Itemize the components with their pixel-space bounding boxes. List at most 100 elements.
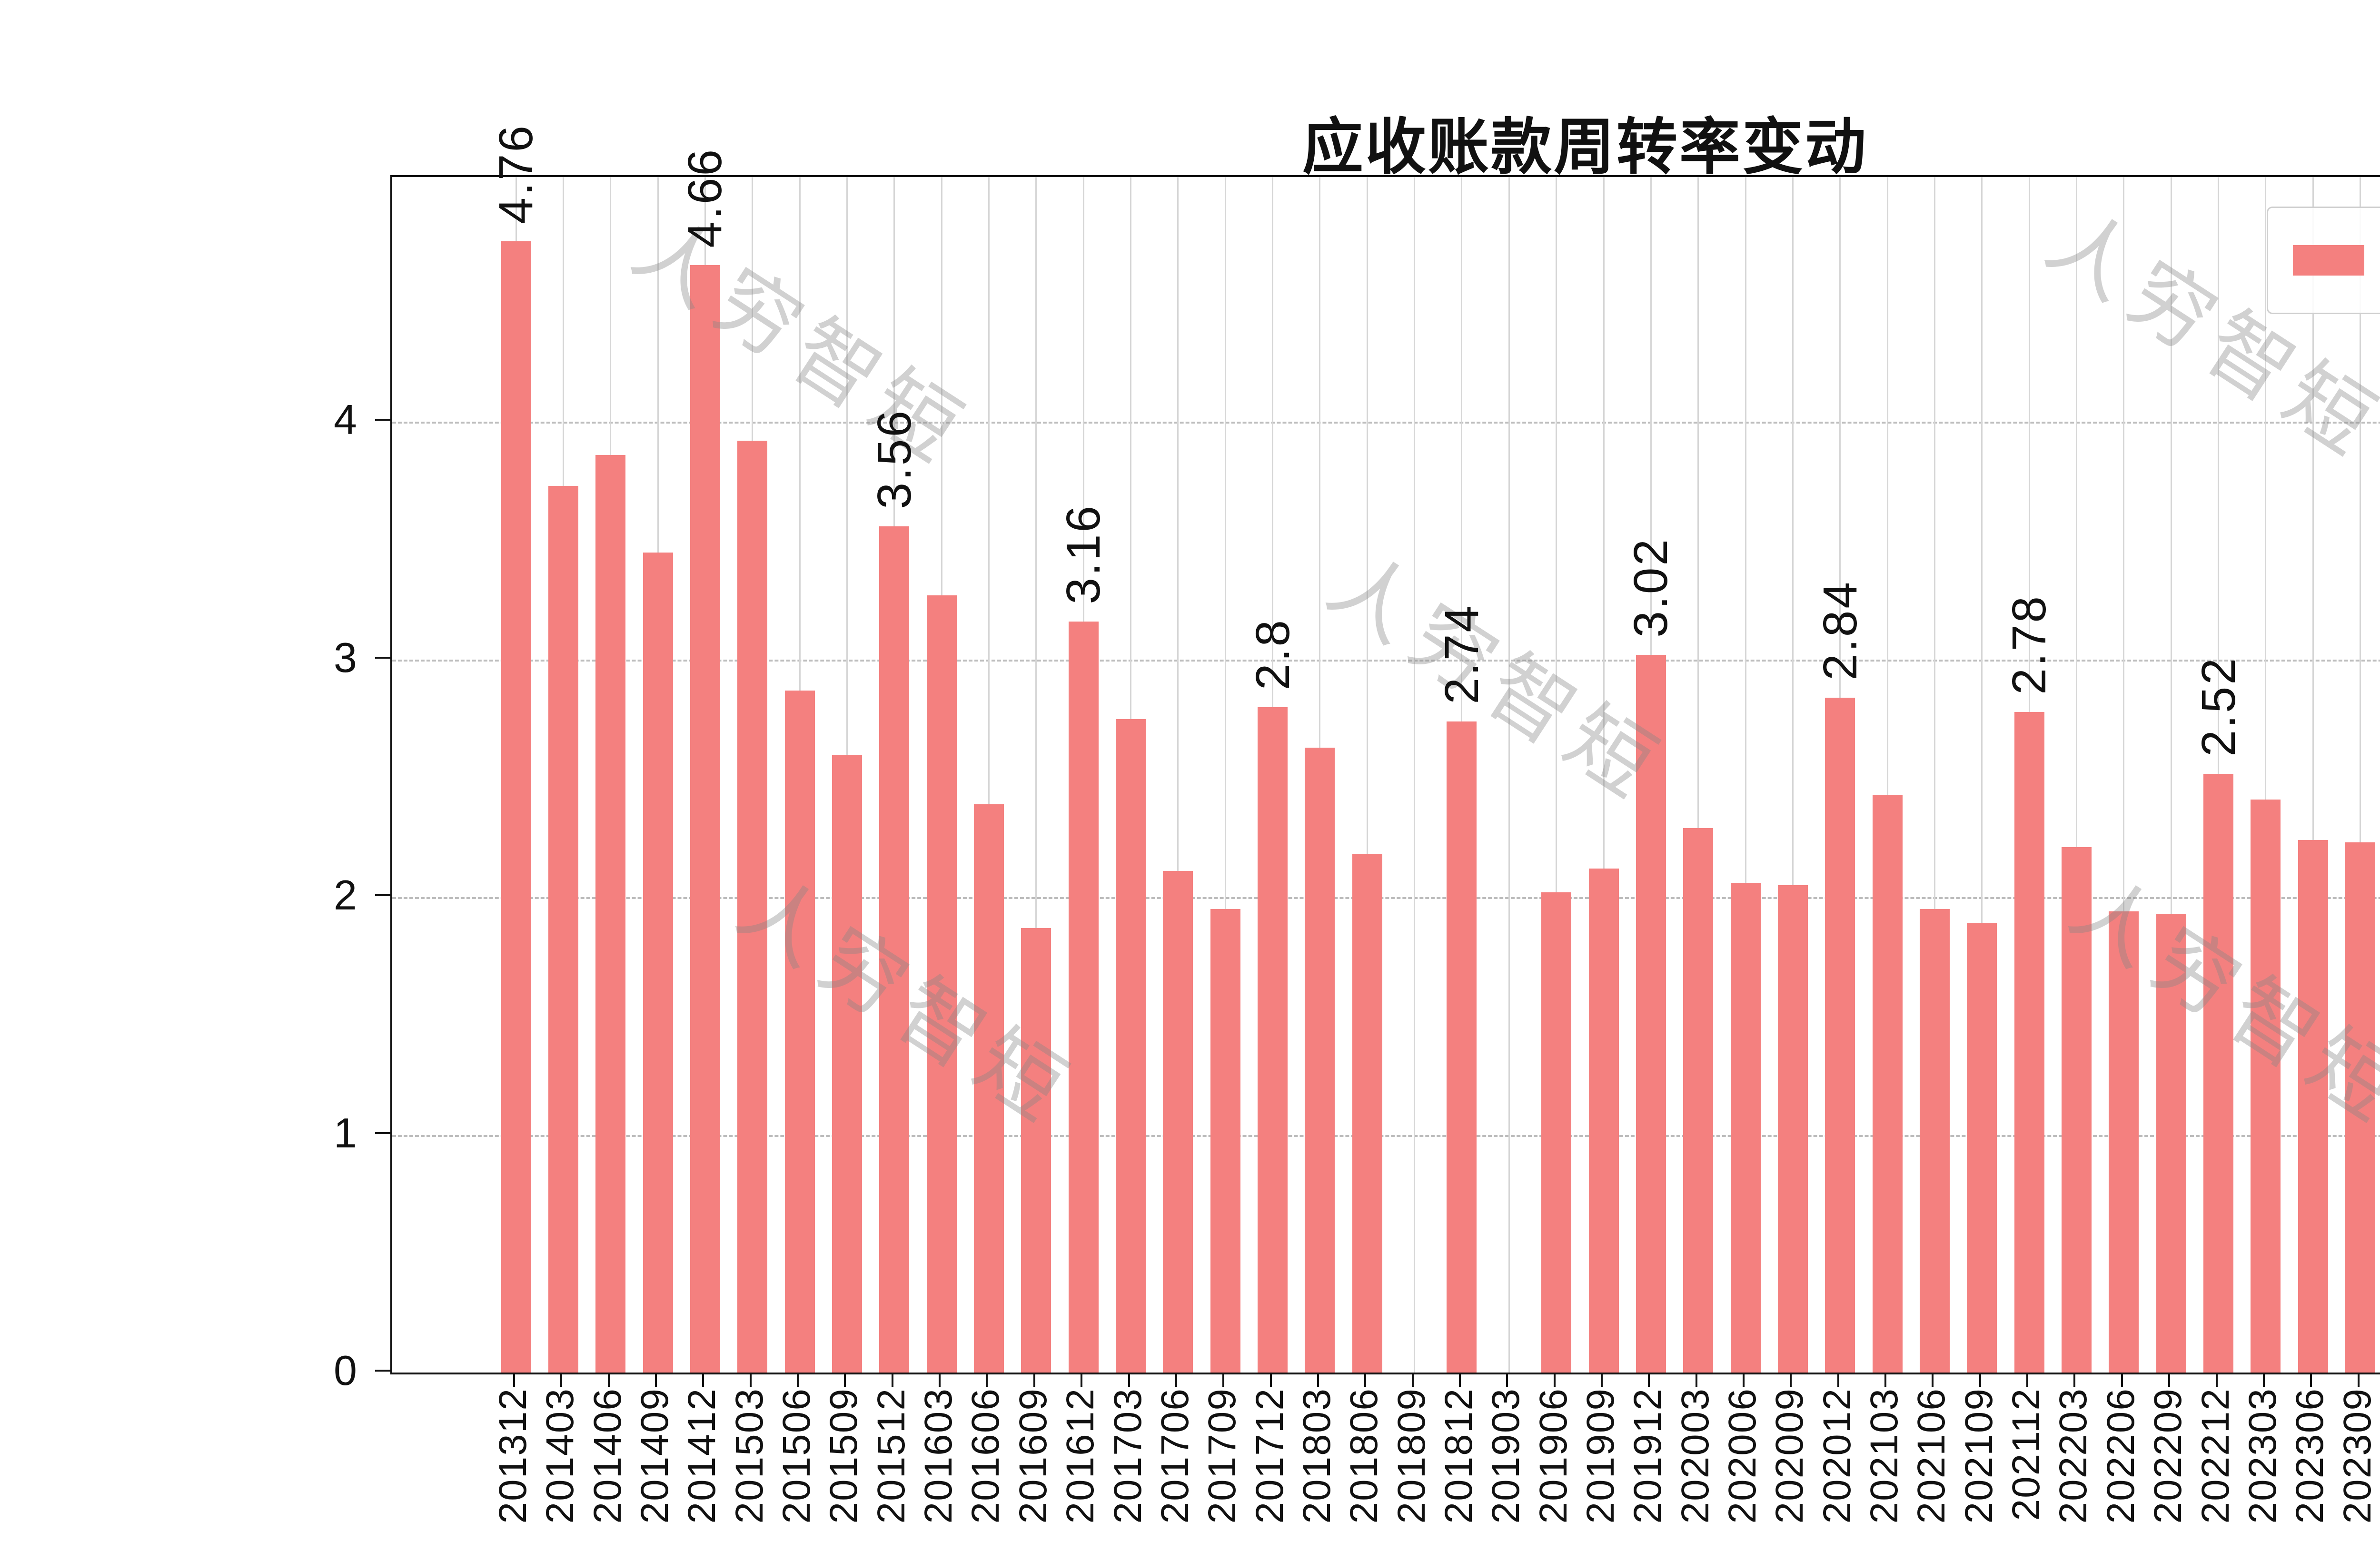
x-tick-label: 201703 bbox=[1106, 1388, 1150, 1524]
x-tick-mark bbox=[513, 1373, 515, 1387]
y-tick-mark bbox=[375, 1370, 390, 1372]
bar bbox=[1210, 909, 1240, 1373]
x-tick-label: 201903 bbox=[1484, 1388, 1528, 1524]
x-tick-label: 202203 bbox=[2052, 1388, 2095, 1524]
x-tick-mark bbox=[2357, 1373, 2360, 1387]
x-tick-label: 202006 bbox=[1721, 1388, 1765, 1524]
gridline-vertical bbox=[2123, 177, 2125, 1373]
bar bbox=[1919, 909, 1950, 1373]
bar-value-label: 3.16 bbox=[1057, 504, 1111, 604]
bar-value-label: 2.52 bbox=[2192, 656, 2245, 757]
x-tick-mark bbox=[1128, 1373, 1130, 1387]
bar bbox=[737, 441, 768, 1373]
x-tick-mark bbox=[1932, 1373, 1934, 1387]
x-tick-label: 201912 bbox=[1626, 1388, 1670, 1524]
gridline-vertical bbox=[1508, 177, 1510, 1373]
x-tick-mark bbox=[749, 1373, 752, 1387]
x-tick-label: 202009 bbox=[1768, 1388, 1812, 1524]
x-tick-label: 201712 bbox=[1248, 1388, 1291, 1524]
gridline-vertical bbox=[1886, 177, 1888, 1373]
x-tick-label: 201503 bbox=[727, 1388, 771, 1524]
bar-value-label: 2.8 bbox=[1246, 618, 1299, 690]
bar bbox=[1825, 697, 1855, 1373]
bar bbox=[1021, 928, 1051, 1373]
x-tick-mark bbox=[1175, 1373, 1177, 1387]
x-tick-mark bbox=[2168, 1373, 2171, 1387]
x-tick-label: 202212 bbox=[2193, 1388, 2237, 1524]
gridline-vertical bbox=[988, 177, 990, 1373]
x-tick-label: 202206 bbox=[2099, 1388, 2142, 1524]
bar bbox=[2203, 773, 2234, 1373]
gridline-vertical bbox=[2360, 177, 2361, 1373]
bar-value-label: 2.78 bbox=[2003, 594, 2056, 695]
y-tick-label: 2 bbox=[334, 871, 357, 919]
x-tick-mark bbox=[1411, 1373, 1414, 1387]
bar-value-label: 2.74 bbox=[1435, 604, 1488, 704]
x-tick-label: 201812 bbox=[1437, 1388, 1480, 1524]
gridline-vertical bbox=[1366, 177, 1368, 1373]
bar bbox=[1967, 923, 1997, 1373]
x-tick-label: 202012 bbox=[1815, 1388, 1859, 1524]
x-tick-mark bbox=[1364, 1373, 1367, 1387]
x-tick-mark bbox=[1648, 1373, 1650, 1387]
y-tick-mark bbox=[375, 656, 390, 659]
bar bbox=[1636, 654, 1666, 1373]
bar bbox=[2061, 847, 2092, 1373]
x-tick-mark bbox=[986, 1373, 988, 1387]
x-tick-label: 201909 bbox=[1579, 1388, 1622, 1524]
y-tick-mark bbox=[375, 1132, 390, 1134]
x-tick-label: 201412 bbox=[680, 1388, 724, 1524]
bar bbox=[1683, 828, 1714, 1373]
legend: 应收账款周转率 bbox=[2266, 207, 2380, 314]
gridline-vertical bbox=[1414, 177, 1416, 1373]
x-tick-label: 201612 bbox=[1059, 1388, 1102, 1524]
y-tick-mark bbox=[375, 894, 390, 897]
plot-area: 应收账款周转率 4.76 4.66 3.56 3.16 2.8 2.74 3.02 2.84 2… bbox=[390, 124, 2380, 1374]
gridline-horizontal bbox=[392, 422, 2380, 424]
x-tick-mark bbox=[1458, 1373, 1461, 1387]
bar bbox=[1541, 892, 1572, 1373]
x-tick-mark bbox=[2026, 1373, 2029, 1387]
x-tick-mark bbox=[1695, 1373, 1697, 1387]
bar bbox=[1163, 871, 1193, 1373]
x-tick-label: 202109 bbox=[1957, 1388, 2001, 1524]
y-tick-label: 0 bbox=[334, 1347, 357, 1394]
x-tick-label: 201409 bbox=[633, 1388, 677, 1524]
bar-value-label: 4.66 bbox=[678, 148, 732, 248]
x-tick-label: 202106 bbox=[1910, 1388, 1954, 1524]
gridline-vertical bbox=[1745, 177, 1746, 1373]
bar bbox=[1588, 869, 1619, 1373]
x-tick-mark bbox=[2121, 1373, 2123, 1387]
gridline-horizontal bbox=[392, 897, 2380, 899]
x-tick-mark bbox=[1317, 1373, 1319, 1387]
gridline-horizontal bbox=[392, 1135, 2380, 1137]
x-tick-label: 202309 bbox=[2335, 1388, 2379, 1524]
x-tick-label: 201609 bbox=[1011, 1388, 1055, 1524]
bar-value-label: 3.02 bbox=[1624, 537, 1678, 638]
bar bbox=[1305, 747, 1335, 1373]
gridline-vertical bbox=[1792, 177, 1794, 1373]
x-tick-label: 201709 bbox=[1200, 1388, 1244, 1524]
x-tick-mark bbox=[1743, 1373, 1745, 1387]
x-tick-label: 202103 bbox=[1863, 1388, 1906, 1524]
bar bbox=[1352, 854, 1382, 1373]
gridline-vertical bbox=[1035, 177, 1037, 1373]
bar bbox=[501, 241, 531, 1373]
bar-value-label: 2.84 bbox=[1813, 580, 1867, 681]
x-tick-mark bbox=[1081, 1373, 1083, 1387]
gridline-vertical bbox=[1981, 177, 1983, 1373]
x-tick-label: 201809 bbox=[1389, 1388, 1433, 1524]
bar bbox=[2109, 911, 2139, 1373]
x-tick-mark bbox=[1601, 1373, 1603, 1387]
bar bbox=[879, 526, 910, 1373]
bar bbox=[973, 804, 1004, 1373]
x-tick-mark bbox=[797, 1373, 799, 1387]
y-tick-label: 4 bbox=[334, 396, 357, 444]
y-tick-mark bbox=[375, 419, 390, 421]
legend-swatch bbox=[2292, 245, 2364, 276]
x-tick-label: 201806 bbox=[1342, 1388, 1386, 1524]
gridline-vertical bbox=[2312, 177, 2314, 1373]
bar bbox=[1447, 721, 1477, 1373]
bar bbox=[595, 455, 626, 1373]
x-tick-mark bbox=[1506, 1373, 1508, 1387]
